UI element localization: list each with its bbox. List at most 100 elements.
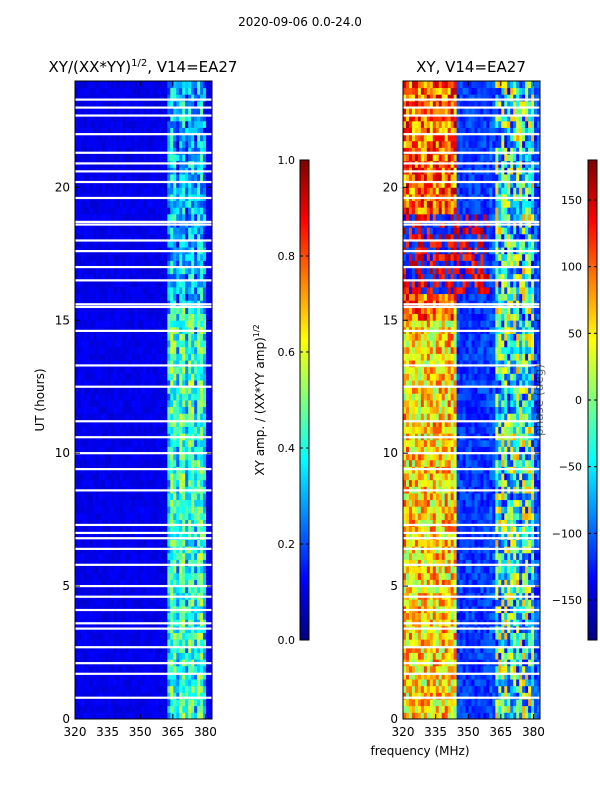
heatmap-cell bbox=[194, 293, 198, 301]
heatmap-cell bbox=[152, 373, 156, 381]
heatmap-cell bbox=[164, 366, 168, 374]
heatmap-cell bbox=[98, 253, 103, 261]
heatmap-cell bbox=[170, 712, 174, 719]
heatmap-cell bbox=[200, 120, 204, 128]
heatmap-cell bbox=[173, 665, 177, 673]
heatmap-cell bbox=[179, 393, 183, 401]
heatmap-cell bbox=[206, 114, 210, 122]
heatmap-cell bbox=[152, 665, 156, 673]
heatmap-cell bbox=[194, 679, 198, 687]
heatmap-cell bbox=[158, 187, 162, 195]
heatmap-cell bbox=[194, 506, 198, 514]
heatmap-cell bbox=[158, 140, 162, 148]
heatmap-cell bbox=[167, 453, 171, 461]
heatmap-cell bbox=[176, 665, 180, 673]
heatmap-cell bbox=[92, 519, 97, 527]
heatmap-cell bbox=[80, 479, 85, 487]
heatmap-cell bbox=[95, 699, 100, 707]
heatmap-cell bbox=[152, 333, 156, 341]
heatmap-cell bbox=[170, 493, 174, 501]
heatmap-cell bbox=[116, 526, 121, 534]
heatmap-cell bbox=[158, 532, 162, 540]
heatmap-cell bbox=[95, 380, 100, 388]
heatmap-cell bbox=[122, 94, 127, 102]
heatmap-cell bbox=[528, 705, 532, 713]
heatmap-cell bbox=[113, 519, 118, 527]
heatmap-cell bbox=[134, 346, 138, 354]
heatmap-cell bbox=[179, 572, 183, 580]
heatmap-cell bbox=[110, 380, 115, 388]
heatmap-cell bbox=[179, 267, 183, 275]
heatmap-cell bbox=[194, 380, 198, 388]
heatmap-cell bbox=[191, 400, 195, 408]
heatmap-cell bbox=[161, 87, 165, 95]
heatmap-cell bbox=[194, 340, 198, 348]
heatmap-cell bbox=[125, 493, 130, 501]
heatmap-cell bbox=[203, 134, 207, 142]
heatmap-cell bbox=[101, 366, 106, 374]
heatmap-cell bbox=[179, 333, 183, 341]
heatmap-cell bbox=[197, 672, 201, 680]
heatmap-cell bbox=[164, 685, 168, 693]
heatmap-cell bbox=[173, 566, 177, 574]
heatmap-cell bbox=[143, 253, 147, 261]
heatmap-cell bbox=[206, 273, 210, 281]
heatmap-cell bbox=[137, 552, 141, 560]
heatmap-cell bbox=[176, 393, 180, 401]
heatmap-cell bbox=[203, 539, 207, 547]
heatmap-cell bbox=[125, 439, 130, 447]
heatmap-cell bbox=[140, 519, 144, 527]
heatmap-cell bbox=[501, 672, 505, 680]
heatmap-cell bbox=[474, 672, 478, 680]
heatmap-cell bbox=[104, 187, 109, 195]
heatmap-cell bbox=[125, 699, 130, 707]
heatmap-cell bbox=[77, 174, 82, 182]
heatmap-cell bbox=[167, 273, 171, 281]
heatmap-cell bbox=[414, 692, 419, 700]
heatmap-cell bbox=[149, 559, 153, 567]
heatmap-cell bbox=[444, 685, 449, 693]
heatmap-cell bbox=[98, 147, 103, 155]
heatmap-cell bbox=[194, 81, 198, 89]
heatmap-cell bbox=[101, 566, 106, 574]
heatmap-cell bbox=[408, 679, 413, 687]
heatmap-cell bbox=[200, 253, 204, 261]
heatmap-cell bbox=[435, 672, 440, 680]
heatmap-cell bbox=[158, 685, 162, 693]
heatmap-cell bbox=[146, 320, 150, 328]
heatmap-cell bbox=[110, 267, 115, 275]
heatmap-cell bbox=[134, 240, 138, 248]
heatmap-cell bbox=[185, 453, 189, 461]
heatmap-cell bbox=[80, 645, 85, 653]
heatmap-cell bbox=[176, 353, 180, 361]
left-heatmap bbox=[75, 81, 212, 719]
heatmap-cell bbox=[140, 685, 144, 693]
heatmap-cell bbox=[191, 539, 195, 547]
heatmap-cell bbox=[161, 612, 165, 620]
heatmap-cell bbox=[176, 426, 180, 434]
heatmap-cell bbox=[128, 599, 132, 607]
heatmap-cell bbox=[134, 512, 138, 521]
heatmap-cell bbox=[194, 107, 198, 115]
heatmap-cell bbox=[104, 81, 109, 89]
heatmap-cell bbox=[149, 306, 153, 315]
heatmap-cell bbox=[477, 685, 481, 693]
heatmap-cell bbox=[185, 479, 189, 487]
heatmap-cell bbox=[140, 114, 144, 122]
heatmap-cell bbox=[173, 114, 177, 122]
heatmap-cell bbox=[206, 253, 210, 261]
heatmap-cell bbox=[155, 127, 159, 135]
heatmap-cell bbox=[209, 260, 212, 268]
heatmap-cell bbox=[155, 200, 159, 208]
heatmap-cell bbox=[513, 712, 517, 719]
heatmap-cell bbox=[170, 81, 174, 89]
heatmap-cell bbox=[137, 227, 141, 235]
heatmap-cell bbox=[92, 552, 97, 560]
heatmap-cell bbox=[143, 512, 147, 521]
heatmap-cell bbox=[188, 526, 192, 534]
heatmap-cell bbox=[179, 293, 183, 301]
heatmap-cell bbox=[176, 233, 180, 241]
heatmap-cell bbox=[176, 672, 180, 680]
heatmap-cell bbox=[122, 645, 127, 653]
heatmap-cell bbox=[125, 134, 130, 142]
